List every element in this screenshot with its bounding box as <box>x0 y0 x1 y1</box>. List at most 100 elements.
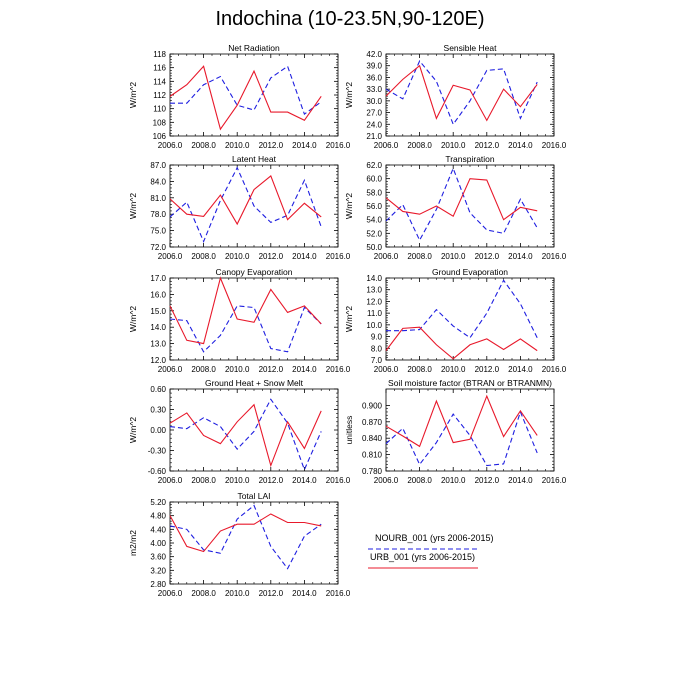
y-axis-label: unitless <box>344 416 354 445</box>
series-line-urb <box>385 394 538 448</box>
x-tick-label: 2006.0 <box>158 252 183 261</box>
y-tick-label: 114 <box>153 77 166 86</box>
y-tick-label: 24.0 <box>366 120 382 129</box>
panel-7: Soil moisture factor (BTRAN or BTRANMN) u… <box>344 378 567 485</box>
y-tick-label: 62.0 <box>366 161 382 170</box>
x-tick-label: 2014.0 <box>292 141 317 150</box>
x-tick-label: 2006.0 <box>158 141 183 150</box>
y-tick-label: -0.60 <box>148 467 167 476</box>
series-line-nourb <box>385 166 538 242</box>
x-tick-label: 2016.0 <box>542 252 567 261</box>
x-tick-label: 2014.0 <box>508 365 533 374</box>
y-axis-label: W/m^2 <box>344 193 354 219</box>
x-tick-label: 2014.0 <box>508 252 533 261</box>
series-line-nourb <box>386 279 538 339</box>
panel-8: Total LAI m2/m2 2.80 3.20 3.60 4.00 4.40 4.80 5.… <box>128 491 351 598</box>
y-tick-label: 27.0 <box>366 109 382 118</box>
x-tick-label: 2006.0 <box>374 365 399 374</box>
y-tick-label: 0.60 <box>150 385 166 394</box>
y-tick-label: 106 <box>153 132 167 141</box>
legend-label-urb: URB_001 (yrs 2006-2015) <box>370 552 475 562</box>
y-axis-label: W/m^2 <box>128 417 138 443</box>
y-tick-label: 0.30 <box>150 406 166 415</box>
y-tick-label: 87.0 <box>150 161 166 170</box>
y-tick-label: 0.810 <box>362 451 383 460</box>
x-tick-label: 2006.0 <box>158 365 183 374</box>
y-axis-label: W/m^2 <box>344 82 354 108</box>
y-tick-label: 16.0 <box>150 290 166 299</box>
series-line-nourb <box>385 59 538 126</box>
y-tick-label: 4.80 <box>150 512 166 521</box>
panel-title: Total LAI <box>237 491 270 501</box>
y-tick-label: 116 <box>153 64 166 73</box>
series-line-nourb <box>385 410 538 467</box>
x-tick-label: 2012.0 <box>259 365 284 374</box>
x-tick-label: 2012.0 <box>475 141 500 150</box>
x-tick-label: 2014.0 <box>292 365 317 374</box>
x-tick-label: 2010.0 <box>225 589 250 598</box>
x-tick-label: 2008.0 <box>191 476 216 485</box>
y-tick-label: 7.0 <box>371 356 383 365</box>
x-tick-label: 2016.0 <box>326 476 351 485</box>
x-tick-label: 2006.0 <box>158 589 183 598</box>
series-line-nourb <box>169 398 322 472</box>
y-tick-label: 112 <box>153 91 166 100</box>
x-tick-label: 2016.0 <box>542 476 567 485</box>
x-tick-label: 2008.0 <box>407 476 432 485</box>
x-tick-label: 2016.0 <box>326 589 351 598</box>
x-tick-label: 2010.0 <box>441 141 466 150</box>
panel-title: Latent Heat <box>232 154 277 164</box>
panel-title: Ground Heat + Snow Melt <box>205 378 304 388</box>
y-tick-label: 3.60 <box>150 553 166 562</box>
y-tick-label: 4.40 <box>150 525 166 534</box>
y-tick-label: 10.0 <box>366 321 382 330</box>
y-tick-label: 12.0 <box>150 356 166 365</box>
y-tick-label: 14.0 <box>150 323 166 332</box>
x-tick-label: 2014.0 <box>292 252 317 261</box>
panel-title: Ground Evaporation <box>432 267 508 277</box>
y-axis-label: W/m^2 <box>128 193 138 219</box>
x-tick-label: 2006.0 <box>158 476 183 485</box>
x-tick-label: 2006.0 <box>374 252 399 261</box>
series-line-nourb <box>169 504 322 570</box>
x-tick-label: 2010.0 <box>225 141 250 150</box>
series-line-nourb <box>169 305 322 353</box>
plot-frame <box>385 164 555 248</box>
y-tick-label: 33.0 <box>366 85 382 94</box>
y-tick-label: 12.0 <box>366 297 382 306</box>
y-tick-label: 3.20 <box>150 566 166 575</box>
panel-title: Transpiration <box>445 154 495 164</box>
series-line-nourb <box>170 65 322 116</box>
y-tick-label: 36.0 <box>366 73 382 82</box>
y-tick-label: 0.780 <box>362 467 383 476</box>
x-tick-label: 2014.0 <box>508 141 533 150</box>
y-tick-label: 78.0 <box>150 210 166 219</box>
y-tick-label: 60.0 <box>366 175 382 184</box>
series-line-urb <box>385 64 538 122</box>
y-tick-label: 75.0 <box>150 227 166 236</box>
panel-1: Sensible Heat W/m^2 21.0 24.0 27.0 30.0 33.0 36… <box>344 43 567 150</box>
y-tick-label: 17.0 <box>150 274 166 283</box>
y-tick-label: 0.900 <box>362 401 383 410</box>
y-axis-label: W/m^2 <box>128 306 138 332</box>
y-tick-label: 39.0 <box>366 62 382 71</box>
plot-frame <box>385 388 555 472</box>
y-axis-label: W/m^2 <box>344 306 354 332</box>
panel-title: Canopy Evaporation <box>215 267 292 277</box>
panel-3: Transpiration W/m^2 50.0 52.0 54.0 56.0 58.0 60… <box>344 154 567 261</box>
page-title: Indochina (10-23.5N,90-120E) <box>215 8 485 30</box>
y-tick-label: 30.0 <box>366 97 382 106</box>
x-tick-label: 2012.0 <box>259 141 284 150</box>
x-tick-label: 2010.0 <box>441 476 466 485</box>
panel-title: Soil moisture factor (BTRAN or BTRANMN) <box>388 378 552 388</box>
series-line-urb <box>169 403 322 468</box>
y-tick-label: 0.840 <box>362 434 383 443</box>
x-tick-label: 2016.0 <box>326 365 351 374</box>
y-axis-label: m2/m2 <box>128 530 138 556</box>
panel-title: Sensible Heat <box>444 43 498 53</box>
x-tick-label: 2008.0 <box>191 252 216 261</box>
x-tick-label: 2010.0 <box>441 365 466 374</box>
plot-frame <box>385 277 555 361</box>
x-tick-label: 2008.0 <box>191 141 216 150</box>
y-axis-label: W/m^2 <box>128 82 138 108</box>
